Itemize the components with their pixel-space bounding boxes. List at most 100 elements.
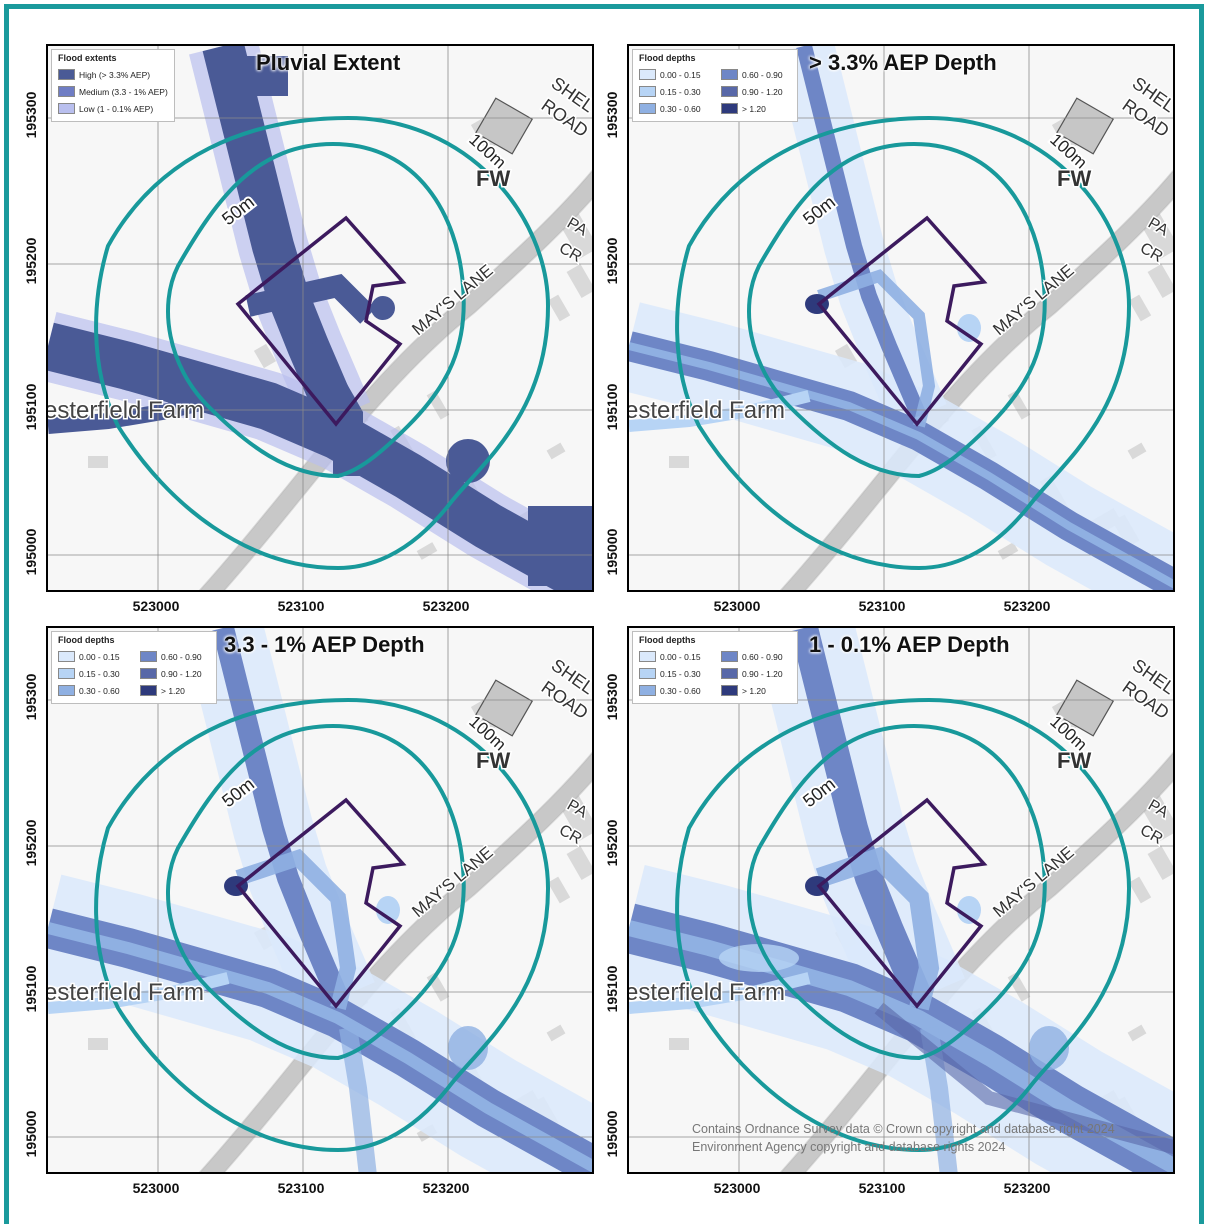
building: [566, 846, 592, 880]
map-panel-4[interactable]: SHEL ROAD FW MAY'S LANE esterfield Farm PA CR 5…: [627, 626, 1175, 1174]
legend-label: 0.90 - 1.20: [161, 668, 202, 679]
panel-title: Pluvial Extent: [256, 50, 401, 75]
building: [546, 442, 566, 460]
figure-frame: [4, 4, 1204, 1224]
site-boundary: [235, 215, 407, 427]
building: [426, 972, 450, 1002]
map-panel-2[interactable]: SHEL ROAD FW MAY'S LANE esterfield Farm PA CR 5…: [627, 44, 1175, 592]
legend-item: 0.90 - 1.20: [140, 665, 210, 682]
building: [88, 456, 108, 468]
legend-item: > 1.20: [140, 682, 210, 699]
buffer-50m: [166, 141, 466, 479]
legend-title: Flood depths: [639, 635, 696, 645]
site-boundary: [816, 797, 988, 1009]
building: [88, 1038, 108, 1050]
x-tick-label: 523100: [858, 1180, 906, 1196]
legend-item: 0.00 - 0.15: [639, 648, 721, 665]
legend-item: Medium (3.3 - 1% AEP): [58, 83, 168, 100]
building: [559, 795, 592, 841]
legend-item: 0.15 - 0.30: [639, 83, 721, 100]
y-tick-label: 195300: [23, 91, 39, 139]
x-tick-label: 523000: [132, 598, 180, 614]
building: [997, 542, 1019, 560]
map-legend: Flood depths 0.00 - 0.15 0.60 - 0.90 0.15 -…: [632, 631, 798, 704]
legend-label: Low (1 - 0.1% AEP): [79, 103, 154, 114]
y-tick-label: 195300: [604, 673, 620, 721]
y-tick-label: 195200: [23, 819, 39, 867]
site-boundary: [235, 797, 407, 1009]
buffer-100m: [94, 115, 551, 571]
legend-item: 0.60 - 0.90: [721, 648, 791, 665]
x-tick-label: 523100: [858, 598, 906, 614]
y-tick-label: 195200: [604, 819, 620, 867]
y-tick-label: 195100: [23, 383, 39, 431]
legend-item: High (> 3.3% AEP): [58, 66, 168, 83]
map-legend: Flood depths 0.00 - 0.15 0.60 - 0.90 0.15 -…: [632, 49, 798, 122]
legend-swatch: [721, 668, 738, 679]
building: [1140, 795, 1173, 841]
legend-swatch: [58, 651, 75, 662]
building: [546, 1024, 566, 1042]
legend-swatch: [721, 103, 738, 114]
buildings: [88, 97, 592, 560]
legend-swatch: [639, 86, 656, 97]
buffer-100m: [94, 697, 551, 1153]
credit-line-2: Environment Agency copyright and databas…: [692, 1140, 1006, 1154]
building: [547, 876, 571, 904]
legend-label: > 1.20: [742, 685, 766, 696]
x-tick-label: 523200: [1003, 598, 1051, 614]
graticule: [629, 628, 1173, 1172]
legend-swatch: [58, 69, 75, 80]
legend-label: 0.30 - 0.60: [79, 685, 120, 696]
building: [1147, 846, 1173, 880]
legend-swatch: [721, 69, 738, 80]
y-tick-label: 195100: [23, 965, 39, 1013]
fw-building: [474, 679, 534, 737]
building: [1140, 213, 1173, 259]
legend-swatch: [58, 668, 75, 679]
y-tick-label: 195000: [604, 1110, 620, 1158]
legend-label: 0.00 - 0.15: [79, 651, 120, 662]
legend-item: Low (1 - 0.1% AEP): [58, 100, 168, 117]
map-panel-3[interactable]: SHEL ROAD FW MAY'S LANE esterfield Farm PA CR 5…: [46, 626, 594, 1174]
legend-label: 0.30 - 0.60: [660, 103, 701, 114]
legend-label: 0.90 - 1.20: [742, 668, 783, 679]
x-tick-label: 523100: [277, 598, 325, 614]
building: [416, 542, 438, 560]
legend-item: 0.90 - 1.20: [721, 83, 791, 100]
x-tick-label: 523000: [713, 1180, 761, 1196]
legend-item: 0.30 - 0.60: [639, 100, 721, 117]
x-tick-label: 523000: [132, 1180, 180, 1196]
legend-item: 0.90 - 1.20: [721, 665, 791, 682]
fw-building: [1055, 97, 1115, 155]
y-tick-label: 195300: [604, 91, 620, 139]
legend-swatch: [639, 651, 656, 662]
legend-swatch: [140, 685, 157, 696]
legend-swatch: [639, 668, 656, 679]
x-tick-label: 523200: [422, 1180, 470, 1196]
panel-title: 3.3 - 1% AEP Depth: [224, 632, 425, 657]
building: [559, 213, 592, 259]
y-tick-label: 195300: [23, 673, 39, 721]
map-legend: Flood depths 0.00 - 0.15 0.60 - 0.90 0.15 -…: [51, 631, 217, 704]
farm-label: esterfield Farm: [629, 397, 785, 424]
building: [547, 294, 571, 322]
legend-swatch: [721, 86, 738, 97]
legend-swatch: [639, 103, 656, 114]
legend-item: 0.60 - 0.90: [140, 648, 210, 665]
legend-label: Medium (3.3 - 1% AEP): [79, 86, 168, 97]
legend-item: 0.00 - 0.15: [639, 66, 721, 83]
y-tick-label: 195000: [23, 528, 39, 576]
map-panel-1[interactable]: SHEL ROAD FW MAY'S LANE esterfield Farm PA CR 5…: [46, 44, 594, 592]
legend-swatch: [639, 685, 656, 696]
legend-label: 0.90 - 1.20: [742, 86, 783, 97]
fw-label: FW: [1057, 166, 1091, 191]
legend-swatch: [721, 685, 738, 696]
legend-label: 0.15 - 0.30: [660, 668, 701, 679]
legend-item: > 1.20: [721, 682, 791, 699]
x-tick-label: 523200: [1003, 1180, 1051, 1196]
legend-item: 0.15 - 0.30: [639, 665, 721, 682]
buffer-100m: [675, 697, 1132, 1153]
legend-label: 0.30 - 0.60: [660, 685, 701, 696]
